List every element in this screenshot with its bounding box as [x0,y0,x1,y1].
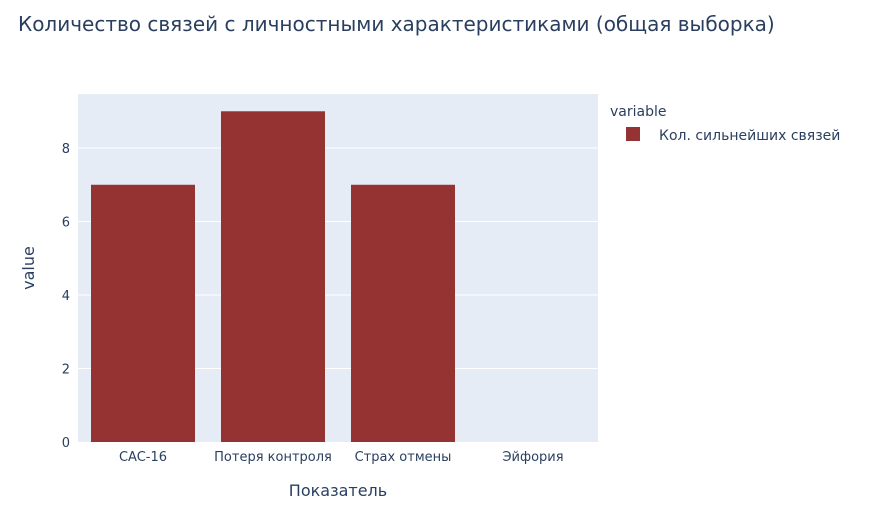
bar[interactable] [221,111,325,442]
x-tick-label: CAC-16 [119,450,167,465]
y-axis-title: value [19,246,38,290]
x-axis-ticks: CAC-16 Потеря контроля Страх отмены Эйфория [119,450,564,465]
legend-label[interactable]: Кол. сильнейших связей [659,128,840,144]
bar[interactable] [91,184,195,442]
legend-title: variable [610,104,666,120]
legend-swatch[interactable] [626,127,640,141]
y-tick-label: 2 [62,363,70,378]
bar[interactable] [351,184,455,442]
chart-title: Количество связей с личностными характер… [18,12,775,36]
y-axis-ticks: 0 2 4 6 8 [62,142,70,451]
y-tick-label: 4 [62,289,70,304]
x-tick-label: Потеря контроля [214,450,332,465]
y-tick-label: 8 [62,142,70,157]
x-axis-title: Показатель [289,481,387,500]
x-tick-label: Страх отмены [355,450,452,465]
y-tick-label: 0 [62,436,70,451]
bars [91,111,455,442]
legend: variable Кол. сильнейших связей [610,104,840,144]
x-tick-label: Эйфория [502,450,563,465]
y-tick-label: 6 [62,216,70,231]
